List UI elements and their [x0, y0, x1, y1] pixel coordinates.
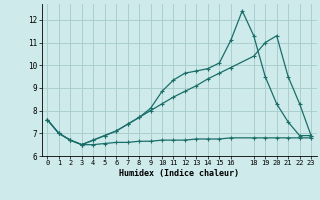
X-axis label: Humidex (Indice chaleur): Humidex (Indice chaleur) [119, 169, 239, 178]
